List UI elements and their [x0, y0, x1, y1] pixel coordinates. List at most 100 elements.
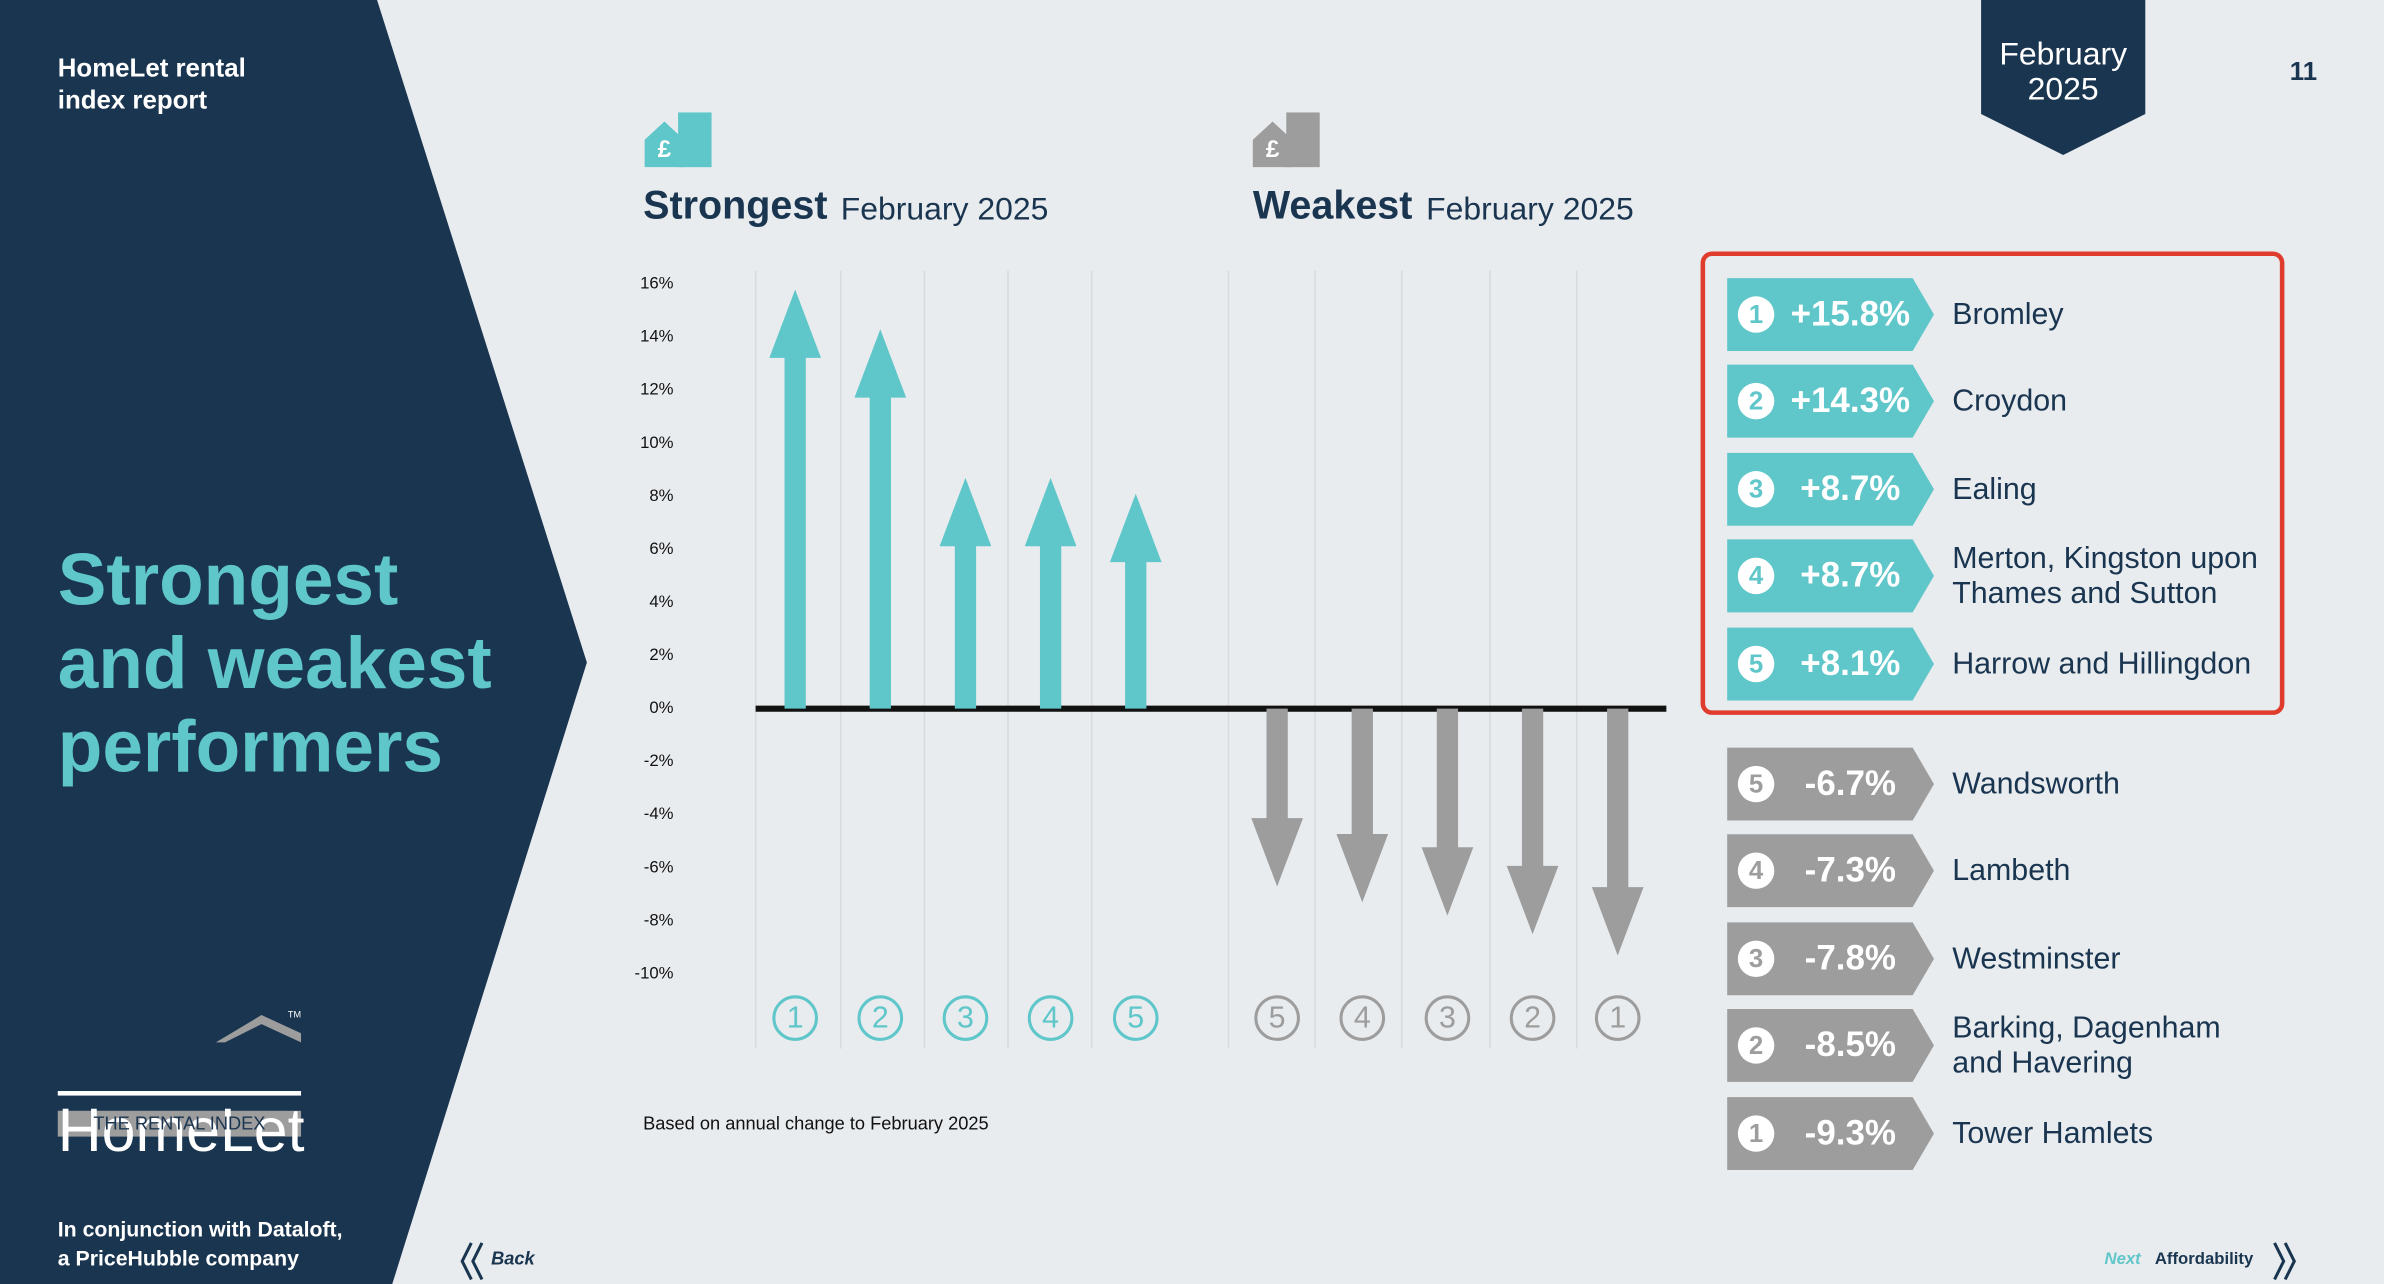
rank-badge [1737, 296, 1775, 333]
rank-badge-label: 1 [1749, 1120, 1763, 1148]
back-chevron[interactable] [460, 1242, 484, 1281]
arrow [1336, 708, 1389, 903]
value-badge [1727, 627, 1934, 701]
rank-circle [857, 995, 904, 1041]
rank-circle [1424, 995, 1471, 1041]
rank-label: 2 [1524, 1001, 1541, 1035]
area-name: Ealing [1952, 472, 2036, 506]
svg-text:£: £ [658, 136, 672, 163]
arrow [1421, 708, 1474, 916]
next-label[interactable]: Next [2105, 1249, 2143, 1268]
report-title: HomeLet rental [58, 55, 246, 83]
rank-label: 4 [1042, 1001, 1059, 1035]
value-label: -8.5% [1805, 1025, 1896, 1064]
rank-badge-label: 2 [1749, 388, 1763, 416]
value-label: +14.3% [1791, 381, 1911, 420]
rank-badge [1737, 940, 1775, 978]
group-period: February 2025 [1426, 191, 1634, 227]
rank-circle [1509, 995, 1556, 1041]
page-number: 11 [2290, 58, 2317, 86]
rank-badge-label: 1 [1749, 301, 1763, 329]
value-badge [1727, 1097, 1934, 1171]
rank-circle [1339, 995, 1386, 1041]
rank-label: 3 [957, 1001, 974, 1035]
rank-circle [1254, 995, 1300, 1041]
value-label: +15.8% [1791, 294, 1911, 333]
rank-label: 5 [1269, 1001, 1286, 1035]
rank-circle [772, 995, 818, 1041]
value-label: +8.7% [1800, 469, 1900, 508]
arrow [769, 289, 822, 709]
rank-badge [1737, 1115, 1775, 1152]
area-name: Harrow and Hillingdon [1952, 647, 2251, 681]
y-tick-label: 14% [640, 327, 674, 346]
rank-circle [1594, 995, 1641, 1041]
rank-circle [1112, 995, 1159, 1041]
next-chevron[interactable] [2273, 1242, 2296, 1281]
svg-text:£: £ [1266, 136, 1280, 163]
credit: a PriceHubble company [58, 1246, 299, 1270]
area-name: Lambeth [1952, 853, 2070, 887]
y-tick-label: -2% [644, 751, 674, 770]
credit: In conjunction with Dataloft, [58, 1217, 343, 1241]
area-name: and Havering [1952, 1045, 2133, 1079]
arrow [1251, 708, 1303, 887]
value-badge [1727, 922, 1934, 996]
area-name: Croydon [1952, 384, 2067, 418]
next-title[interactable]: Affordability [2155, 1249, 2254, 1268]
y-tick-label: 2% [649, 645, 673, 664]
arrow [1506, 708, 1559, 935]
page-heading: performers [58, 706, 443, 787]
rank-badge [1737, 557, 1775, 595]
arrow [1591, 708, 1644, 956]
rank-badge-label: 5 [1749, 770, 1763, 798]
rank-label: 3 [1439, 1001, 1456, 1035]
logo-tag-box [57, 1110, 302, 1137]
y-tick-label: 16% [640, 274, 674, 293]
rank-label: 4 [1354, 1001, 1371, 1035]
badge-date: February [1999, 36, 2127, 72]
area-name: Wandsworth [1952, 767, 2120, 801]
area-name: Tower Hamlets [1952, 1116, 2153, 1150]
rank-badge-label: 3 [1749, 945, 1763, 973]
arrow [1109, 493, 1162, 709]
value-label: -6.7% [1805, 764, 1896, 803]
area-name: Merton, Kingston upon [1952, 541, 2258, 575]
weak-icon: £ [1252, 112, 1320, 168]
value-label: -7.8% [1805, 939, 1896, 978]
y-tick-label: 4% [649, 592, 673, 611]
value-label: +8.7% [1800, 556, 1900, 595]
rank-label: 2 [872, 1001, 889, 1035]
value-badge [1727, 747, 1934, 821]
y-tick-label: 0% [649, 698, 673, 717]
date-badge [1981, 0, 2146, 155]
page-heading: and weakest [58, 623, 492, 704]
rank-badge-label: 3 [1749, 476, 1763, 504]
rank-label: 5 [1127, 1001, 1144, 1035]
value-badge [1727, 452, 1934, 526]
value-badge [1727, 278, 1934, 352]
arrow [939, 477, 992, 709]
y-tick-label: -6% [644, 857, 674, 876]
value-badge [1727, 1008, 1934, 1082]
value-badge [1727, 539, 1934, 613]
group-heading: Strongest [643, 184, 827, 228]
back-link[interactable]: Back [491, 1248, 535, 1269]
y-tick-label: -10% [635, 963, 674, 982]
logo-tag: THE RENTAL INDEX [93, 1112, 265, 1133]
value-label: -9.3% [1805, 1113, 1896, 1152]
rank-label: 1 [787, 1001, 804, 1035]
trademark: TM [288, 1009, 301, 1019]
rank-circle [1027, 995, 1074, 1041]
value-badge [1727, 364, 1934, 438]
logo: HomeLet [58, 1096, 305, 1164]
rank-badge [1737, 471, 1775, 508]
rank-badge [1737, 852, 1775, 889]
highlight-box [1700, 251, 2285, 715]
y-tick-label: 12% [640, 380, 674, 399]
rank-circle [942, 995, 989, 1041]
rank-badge [1737, 645, 1775, 683]
logo-roof [215, 1015, 302, 1043]
rank-label: 1 [1609, 1001, 1626, 1035]
